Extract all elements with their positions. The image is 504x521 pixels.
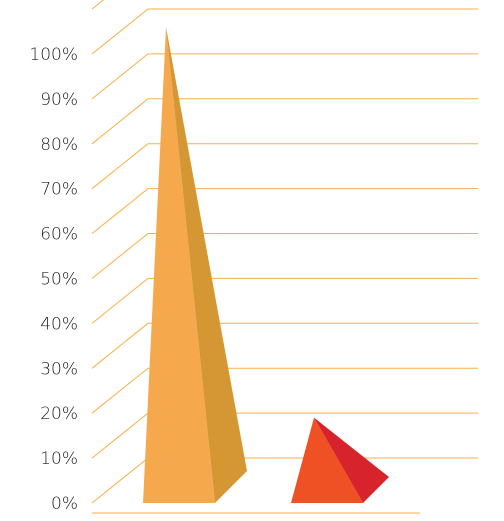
gridline: [91, 367, 478, 414]
y-tick-100: 100%: [29, 45, 78, 65]
pyramid-bar-side-2: [314, 417, 389, 503]
y-tick-80: 80%: [40, 135, 78, 155]
gridline: [91, 143, 478, 190]
y-tick-90: 90%: [40, 90, 78, 110]
gridline: [91, 233, 478, 279]
gridlines: [91, 0, 478, 514]
gridline: [91, 98, 478, 145]
pyramid-bar-side-1: [166, 27, 247, 503]
y-tick-10: 10%: [40, 449, 78, 469]
pyramid-bar-front-1: [143, 27, 215, 503]
gridline: [91, 0, 105, 10]
gridline: [91, 53, 478, 100]
y-tick-30: 30%: [40, 359, 78, 379]
pyramid-bars: [143, 27, 389, 503]
gridline: [91, 277, 478, 324]
y-tick-60: 60%: [40, 225, 78, 245]
gridline: [91, 8, 478, 55]
gridline: [91, 188, 478, 234]
y-tick-40: 40%: [40, 314, 78, 334]
pyramid-bar-front-2: [291, 417, 363, 503]
y-tick-70: 70%: [40, 180, 78, 200]
y-axis-tick-labels: 0% 10% 20% 30% 40% 50% 60% 70% 80% 90% 1…: [29, 45, 78, 514]
y-tick-50: 50%: [40, 270, 78, 290]
y-tick-20: 20%: [40, 404, 78, 424]
gridline: [91, 322, 478, 369]
y-tick-0: 0%: [51, 494, 78, 514]
